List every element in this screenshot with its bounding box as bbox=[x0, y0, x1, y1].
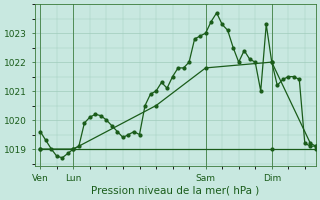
X-axis label: Pression niveau de la mer( hPa ): Pression niveau de la mer( hPa ) bbox=[91, 186, 260, 196]
